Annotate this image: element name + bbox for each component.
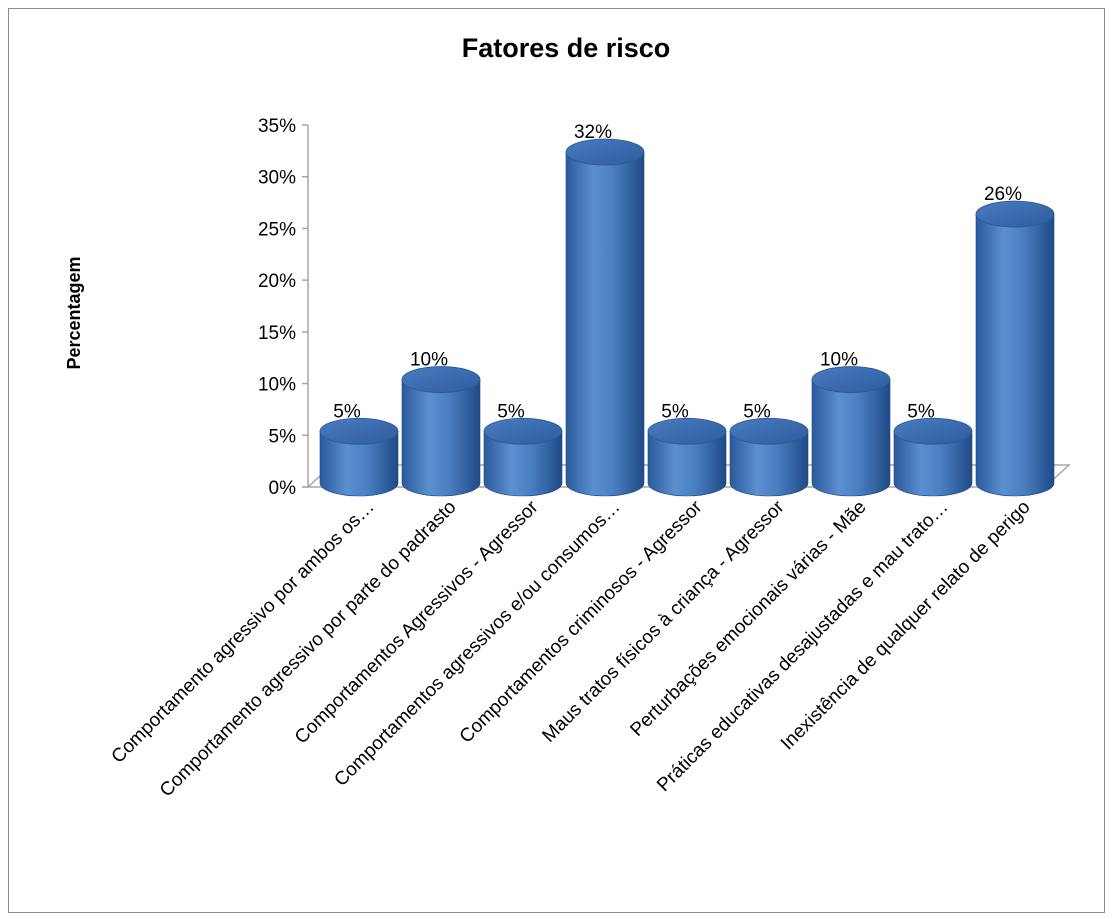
- bar-top: [729, 417, 809, 445]
- bar-body: [483, 430, 563, 497]
- category-label: Comportamentos agressivos e/ou consumos…: [330, 497, 624, 791]
- bar-top: [811, 366, 891, 393]
- bar: [811, 366, 891, 497]
- bar-body: [811, 379, 891, 497]
- bar-body: [647, 430, 727, 497]
- bars: [319, 138, 1055, 497]
- bar-top: [483, 417, 563, 445]
- bar: [729, 417, 809, 497]
- bar: [893, 417, 973, 497]
- bar: [401, 366, 481, 497]
- bar-top: [975, 200, 1055, 228]
- bar-body: [975, 213, 1055, 497]
- data-label: 5%: [333, 401, 361, 422]
- y-axis-label: Percentagem: [64, 256, 84, 369]
- bar-top: [647, 417, 727, 445]
- bar: [975, 200, 1055, 497]
- y-tick-labels: 0% 5% 10% 15% 20% 25% 30% 35%: [258, 116, 308, 499]
- data-label: 5%: [497, 401, 525, 422]
- y-tick-label: 25%: [258, 219, 296, 240]
- bar-body: [319, 430, 399, 497]
- y-tick-label: 20%: [258, 271, 296, 292]
- category-label: Comportamento agressivo por parte do pad…: [156, 497, 461, 802]
- y-tick-label: 10%: [258, 375, 296, 396]
- bar-top: [893, 417, 973, 445]
- category-labels: Comportamento agressivo por ambos os…Com…: [108, 496, 1035, 801]
- bar-body: [729, 430, 809, 497]
- bar: [483, 417, 563, 497]
- bar-body: [401, 379, 481, 497]
- y-tick-label: 35%: [258, 116, 296, 137]
- y-tick-label: 0%: [269, 478, 297, 499]
- bar-top: [565, 138, 645, 166]
- y-tick-label: 15%: [258, 323, 296, 344]
- bar: [319, 417, 399, 497]
- bar: [565, 138, 645, 497]
- bar-body: [565, 151, 645, 497]
- category-label: Práticas educativas desajustadas e mau t…: [653, 497, 952, 796]
- data-label: 5%: [661, 401, 689, 422]
- y-tick-label: 30%: [258, 168, 296, 189]
- bar-top: [401, 366, 481, 393]
- data-label: 32%: [574, 122, 612, 143]
- bar-body: [893, 430, 973, 497]
- data-label: 10%: [820, 350, 858, 371]
- bar-top: [319, 417, 399, 445]
- chart-title: Fatores de risco: [462, 33, 671, 63]
- data-label: 5%: [907, 401, 935, 422]
- data-label: 26%: [984, 184, 1022, 205]
- data-labels: 5% 10% 5% 32% 5% 5% 10% 5% 26%: [333, 122, 1022, 422]
- y-tick-label: 5%: [269, 426, 297, 447]
- bar: [647, 417, 727, 497]
- data-label: 10%: [410, 350, 448, 371]
- data-label: 5%: [743, 401, 771, 422]
